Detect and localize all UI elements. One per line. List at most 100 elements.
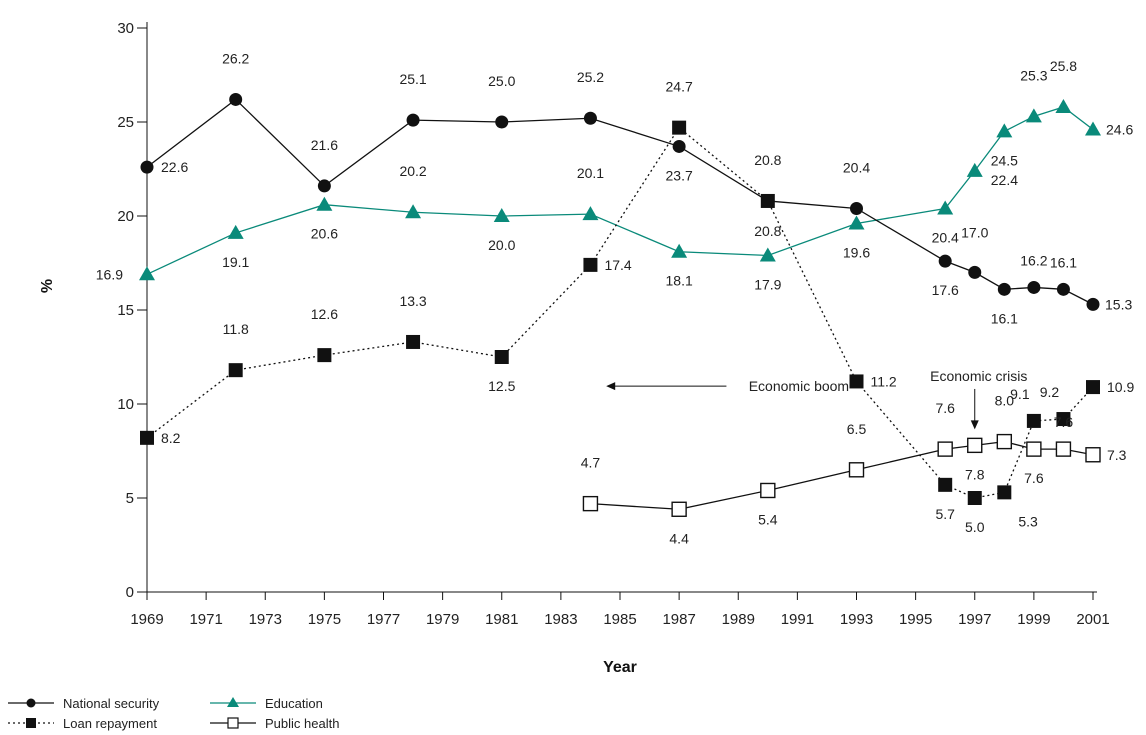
public-health-line <box>590 440 1094 510</box>
legend-education-label: Education <box>265 696 323 711</box>
x-tick-label: 1989 <box>722 611 755 628</box>
national-security-point <box>1086 297 1100 311</box>
national-security-data-label: 20.4 <box>843 159 870 175</box>
legend-education-marker <box>227 697 239 707</box>
education-data-label: 19.6 <box>843 245 870 261</box>
loan-repayment-point <box>583 257 598 272</box>
public-health-data-label: 7.6 <box>935 400 955 416</box>
loan-repayment-point <box>140 430 154 445</box>
education-point <box>671 243 688 258</box>
loan-repayment-point <box>406 334 421 349</box>
national-security-data-label: 17.0 <box>961 224 988 240</box>
annotation-economic-boom: Economic boom <box>749 378 849 394</box>
x-tick-label: 1979 <box>426 611 459 628</box>
x-tick-label: 1985 <box>603 611 636 628</box>
education-data-label: 20.2 <box>399 163 426 179</box>
public-health-data-label: 7.6 <box>1024 470 1044 486</box>
public-health-data-label: 7.6 <box>1054 414 1074 430</box>
loan-repayment-data-label: 5.7 <box>935 506 955 522</box>
loan-repayment-data-label: 13.3 <box>399 293 426 309</box>
national-security-point <box>317 179 331 193</box>
x-tick-label: 1991 <box>781 611 814 628</box>
education-data-label: 20.4 <box>932 229 959 245</box>
x-tick-label: 1975 <box>308 611 341 628</box>
loan-repayment-data-label: 9.2 <box>1040 384 1060 400</box>
national-security-point <box>495 115 509 129</box>
loan-repayment-data-label: 10.9 <box>1107 379 1134 395</box>
education-point <box>139 266 155 281</box>
education-point <box>1085 121 1101 136</box>
national-security-data-label: 26.2 <box>222 50 249 66</box>
education-point <box>1025 108 1042 123</box>
loan-repayment-data-label: 12.5 <box>488 378 515 394</box>
public-health-data-label: 8.0 <box>995 393 1015 409</box>
x-tick-label: 1995 <box>899 611 932 628</box>
education-point <box>582 206 599 221</box>
loan-repayment-point <box>1026 413 1041 428</box>
public-health-point <box>671 501 687 517</box>
x-tick-label: 1971 <box>189 611 222 628</box>
public-health-data-label: 4.7 <box>581 455 601 471</box>
national-security-point <box>140 160 154 174</box>
x-tick-label: 1993 <box>840 611 873 628</box>
education-data-label: 22.4 <box>991 172 1018 188</box>
national-security-point <box>583 111 597 125</box>
national-security-data-label: 22.6 <box>161 159 188 175</box>
public-health-point <box>1055 441 1072 457</box>
legend-national-security-label: National security <box>63 696 160 711</box>
legend-public-health-marker <box>227 717 239 729</box>
public-health-data-label: 6.5 <box>847 421 867 437</box>
x-tick-label: 1969 <box>130 611 163 628</box>
education-point <box>405 204 422 219</box>
public-health-point <box>1026 441 1042 457</box>
education-data-label: 20.1 <box>577 165 604 181</box>
education-point <box>848 215 865 230</box>
national-security-data-label: 16.1 <box>991 310 1018 326</box>
loan-repayment-point <box>1056 412 1071 427</box>
annotation-economic-crisis: Economic crisis <box>930 368 1027 384</box>
national-security-data-label: 25.0 <box>488 73 515 89</box>
national-security-point <box>761 194 775 208</box>
loan-repayment-data-label: 20.8 <box>754 152 781 168</box>
public-health-data-label: 4.4 <box>669 530 689 546</box>
education-data-label: 20.6 <box>311 226 338 242</box>
education-data-label: 25.8 <box>1050 58 1077 74</box>
public-health-point <box>996 433 1013 450</box>
x-tick-label: 1999 <box>1017 611 1050 628</box>
x-tick-label: 1981 <box>485 611 518 628</box>
national-security-data-label: 16.2 <box>1020 252 1047 268</box>
loan-repayment-point <box>1086 380 1100 395</box>
education-data-label: 24.6 <box>1106 122 1133 138</box>
education-point <box>937 200 954 215</box>
y-tick-label: 15 <box>117 302 134 319</box>
education-data-label: 24.5 <box>991 152 1018 168</box>
arrowhead-down-icon <box>970 420 979 430</box>
legend-loan-repayment-marker <box>26 718 36 728</box>
national-security-point <box>850 201 863 215</box>
education-point <box>316 196 333 211</box>
public-health-point <box>1085 447 1101 463</box>
loan-repayment-point <box>494 350 509 364</box>
y-tick-label: 20 <box>117 208 134 225</box>
education-data-label: 19.1 <box>222 254 249 270</box>
y-tick-label: 10 <box>117 396 134 413</box>
education-point <box>227 224 244 239</box>
education-point <box>996 123 1013 138</box>
y-axis-title: % <box>39 279 56 293</box>
national-security-point <box>672 139 686 153</box>
public-health-point <box>967 437 983 454</box>
loan-repayment-data-label: 11.8 <box>223 321 249 337</box>
data-labels: 16.9 19.1 20.6 20.2 20.0 20.1 18.1 17.9 19.6 20.4… <box>96 50 1135 546</box>
education-line <box>146 106 1094 275</box>
y-tick-label: 25 <box>117 114 134 131</box>
loan-repayment-point <box>967 491 982 505</box>
education-data-label: 16.9 <box>96 266 123 282</box>
education-point <box>493 208 510 222</box>
legend: National security Education Loan repayment… <box>8 696 339 731</box>
national-security-point <box>968 265 982 279</box>
national-security-point <box>1056 282 1070 296</box>
y-tick-label: 5 <box>126 490 134 507</box>
education-point <box>1055 98 1072 113</box>
national-security-data-label: 17.6 <box>932 282 959 298</box>
